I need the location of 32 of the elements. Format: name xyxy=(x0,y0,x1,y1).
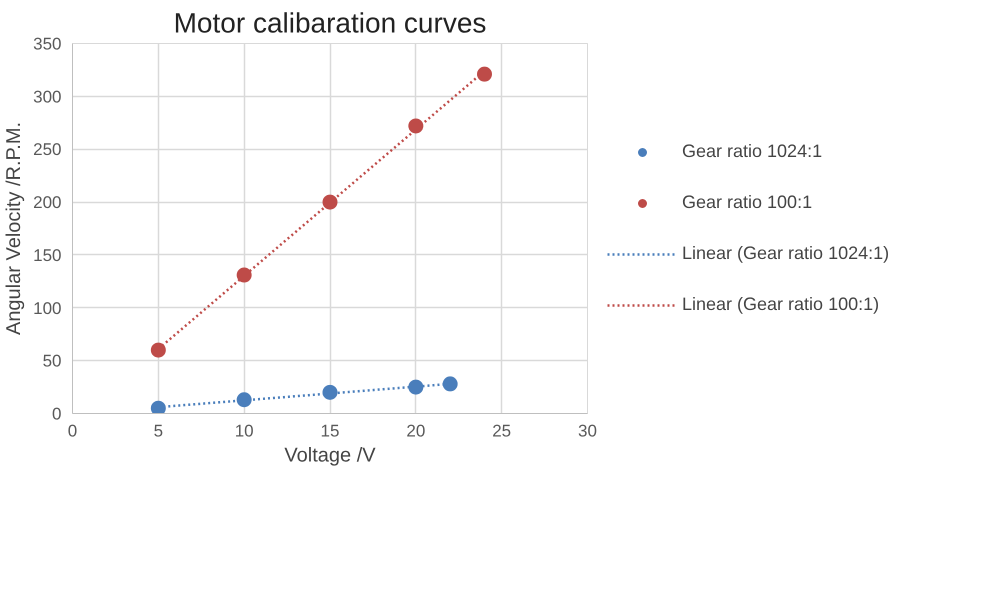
y-tick-label: 200 xyxy=(33,193,62,212)
y-tick-label: 150 xyxy=(33,246,62,265)
x-tick-label: 5 xyxy=(154,422,164,440)
point xyxy=(236,392,252,408)
point xyxy=(408,118,424,134)
x-tick-label: 20 xyxy=(406,422,426,440)
x-tick-label: 0 xyxy=(68,422,78,440)
point xyxy=(408,380,424,395)
x-axis-title: Voltage /V xyxy=(284,444,376,466)
point xyxy=(442,376,458,392)
legend-label: Linear (Gear ratio 100:1) xyxy=(682,294,880,315)
point xyxy=(477,66,492,82)
x-tick-label: 25 xyxy=(492,422,512,440)
point xyxy=(322,384,338,400)
y-tick-label: 250 xyxy=(33,140,62,160)
y-tick-label: 300 xyxy=(33,87,62,106)
legend-label: Linear (Gear ratio 1024:1) xyxy=(682,243,890,264)
y-tick-label: 350 xyxy=(33,34,62,54)
y-tick-label: 100 xyxy=(33,298,62,318)
legend-label: Gear ratio 100:1 xyxy=(682,192,812,213)
point xyxy=(150,342,166,358)
point xyxy=(322,194,338,210)
y-tick-label: 0 xyxy=(52,404,62,424)
chart-title: Motor calibaration curves xyxy=(174,8,486,38)
x-tick-label: 15 xyxy=(320,422,340,440)
point xyxy=(236,268,252,282)
point xyxy=(150,400,166,414)
legend-label: Gear ratio 1024:1 xyxy=(682,141,822,162)
x-tick-label: 10 xyxy=(234,422,254,440)
y-tick-label: 50 xyxy=(42,352,62,371)
x-tick-label: 30 xyxy=(578,422,597,440)
y-axis-title: Angular Velocity /R.P.M. xyxy=(3,122,26,336)
